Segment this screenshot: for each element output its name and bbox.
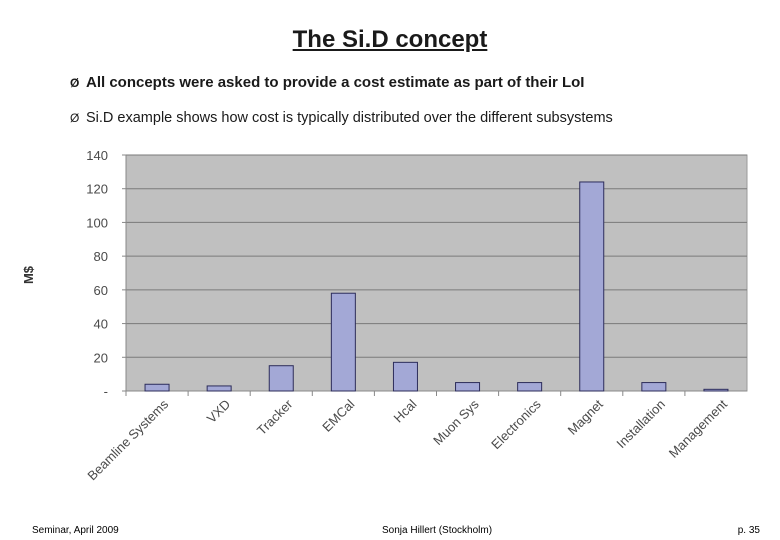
x-tick-labels: Beamline Systems VXD Tracker EMCal Hcal Muon … [84, 396, 730, 483]
bar [268, 365, 294, 392]
y-tick-label: - [104, 384, 108, 399]
bar [579, 181, 605, 392]
y-tick-label: 60 [94, 283, 108, 298]
x-tick-label: Beamline Systems [84, 396, 171, 483]
bar [641, 382, 667, 392]
bullet-text: All concepts were asked to provide a cos… [86, 74, 585, 91]
footer-page-number: p. 35 [737, 525, 760, 536]
bar [206, 385, 232, 392]
slide-title: The Si.D concept [292, 26, 488, 53]
x-tick-label: Installation [613, 397, 668, 452]
y-tick-label: 40 [94, 317, 108, 332]
bar [330, 292, 356, 392]
footer-author: Sonja Hillert (Stockholm) [382, 525, 493, 536]
y-tick-label: 140 [86, 148, 108, 163]
bar [455, 382, 481, 392]
footer-date: Seminar, April 2009 [32, 525, 119, 536]
bar [703, 388, 729, 392]
x-tick-label: Tracker [254, 396, 296, 438]
x-tick-label: Muon Sys [430, 396, 482, 448]
bar [392, 361, 418, 392]
x-tick-label: Electronics [488, 396, 544, 452]
bullet-arrow-icon: Ø [70, 111, 80, 125]
plot-area [125, 154, 748, 392]
x-tick-label: Hcal [391, 396, 420, 425]
bars [144, 181, 729, 392]
x-tick-label: VXD [204, 397, 234, 427]
bar [144, 383, 170, 392]
y-tick-label: 20 [94, 350, 108, 365]
y-axis-label: M$ [21, 265, 36, 284]
y-tick-labels: - 20 40 60 80 100 120 140 [86, 148, 108, 399]
bullet-item: Ø All concepts were asked to provide a c… [70, 74, 750, 92]
gridlines [126, 154, 747, 358]
x-tick-label: Management [666, 396, 731, 461]
bullet-list: Ø All concepts were asked to provide a c… [70, 74, 750, 127]
bullet-item: Ø Si.D example shows how cost is typical… [70, 109, 750, 127]
y-tick-label: 120 [86, 182, 108, 197]
x-tick-label: EMCal [319, 396, 357, 434]
y-tick-label: 100 [86, 215, 108, 230]
x-tick-label: Magnet [565, 396, 607, 438]
bar [517, 382, 543, 392]
bullet-arrow-icon: Ø [70, 76, 80, 90]
bullet-text: Si.D example shows how cost is typically… [86, 110, 613, 126]
y-tick-label: 80 [94, 249, 108, 264]
